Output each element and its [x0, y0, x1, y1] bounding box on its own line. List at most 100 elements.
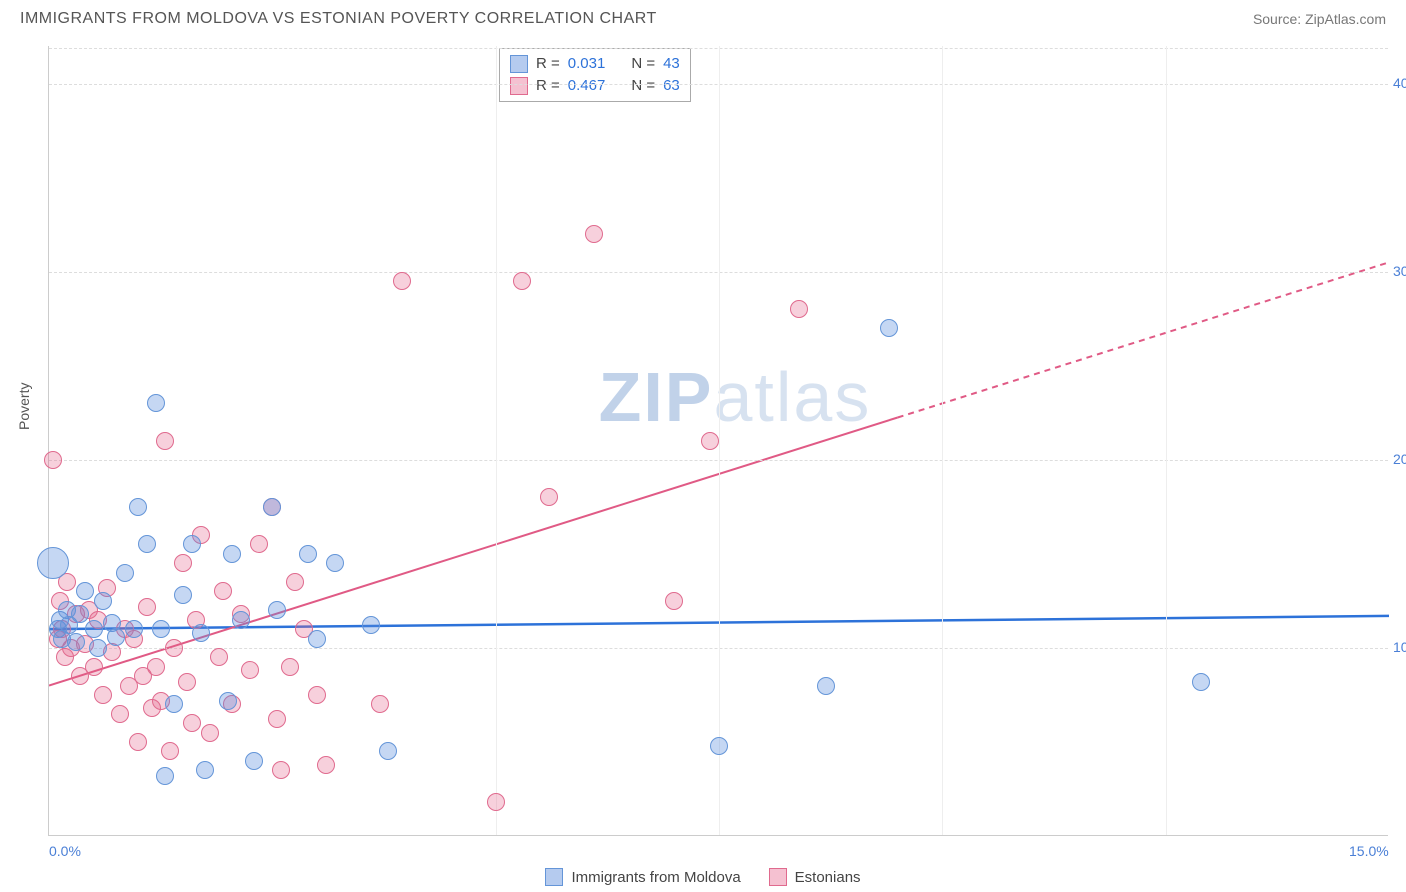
scatter-point [245, 752, 263, 770]
scatter-point [165, 639, 183, 657]
scatter-point [210, 648, 228, 666]
watermark-rest: atlas [714, 358, 872, 436]
y-tick-label: 40.0% [1393, 75, 1406, 91]
legend-correlation: R = 0.031 N = 43 R = 0.467 N = 63 [499, 48, 691, 102]
scatter-point [308, 686, 326, 704]
scatter-point [89, 639, 107, 657]
legend-label-blue: Immigrants from Moldova [571, 869, 740, 886]
y-tick-label: 30.0% [1393, 263, 1406, 279]
swatch-pink-icon [510, 77, 528, 95]
scatter-point [178, 673, 196, 691]
scatter-plot: ZIPatlas R = 0.031 N = 43 R = 0.467 N = … [48, 46, 1388, 836]
scatter-point [585, 225, 603, 243]
scatter-point [250, 535, 268, 553]
scatter-point [326, 554, 344, 572]
scatter-point [71, 605, 89, 623]
scatter-point [371, 695, 389, 713]
y-axis-label: Poverty [16, 383, 32, 430]
scatter-point [147, 394, 165, 412]
swatch-blue-icon [510, 55, 528, 73]
scatter-point [201, 724, 219, 742]
scatter-point [183, 535, 201, 553]
scatter-point [487, 793, 505, 811]
scatter-point [299, 545, 317, 563]
scatter-point [85, 658, 103, 676]
scatter-point [152, 620, 170, 638]
scatter-point [67, 633, 85, 651]
scatter-point [379, 742, 397, 760]
scatter-point [513, 272, 531, 290]
scatter-point [116, 564, 134, 582]
source-prefix: Source: [1253, 11, 1305, 27]
scatter-point [263, 498, 281, 516]
r-value-pink: 0.467 [568, 75, 606, 97]
swatch-blue-icon [545, 868, 563, 886]
y-tick-label: 20.0% [1393, 451, 1406, 467]
scatter-point [308, 630, 326, 648]
r-label: R = [536, 53, 560, 75]
scatter-point [223, 545, 241, 563]
legend-item-pink: Estonians [769, 868, 861, 886]
scatter-point [393, 272, 411, 290]
scatter-point [94, 686, 112, 704]
legend-series: Immigrants from Moldova Estonians [0, 868, 1406, 886]
chart-title: IMMIGRANTS FROM MOLDOVA VS ESTONIAN POVE… [20, 10, 657, 28]
scatter-point [37, 547, 69, 579]
scatter-point [156, 767, 174, 785]
scatter-point [268, 710, 286, 728]
scatter-point [272, 761, 290, 779]
scatter-point [165, 695, 183, 713]
legend-label-pink: Estonians [795, 869, 861, 886]
scatter-point [129, 733, 147, 751]
n-value-blue: 43 [663, 53, 680, 75]
scatter-point [790, 300, 808, 318]
scatter-point [317, 756, 335, 774]
scatter-point [94, 592, 112, 610]
gridline-v [719, 46, 720, 835]
scatter-point [156, 432, 174, 450]
swatch-pink-icon [769, 868, 787, 886]
scatter-point [540, 488, 558, 506]
scatter-point [174, 554, 192, 572]
x-tick-label: 15.0% [1349, 843, 1389, 859]
scatter-point [192, 624, 210, 642]
scatter-point [76, 582, 94, 600]
header-row: IMMIGRANTS FROM MOLDOVA VS ESTONIAN POVE… [0, 0, 1406, 34]
scatter-point [125, 620, 143, 638]
legend-row-blue: R = 0.031 N = 43 [510, 53, 680, 75]
legend-row-pink: R = 0.467 N = 63 [510, 75, 680, 97]
scatter-point [710, 737, 728, 755]
scatter-point [232, 611, 250, 629]
gridline-v [1166, 46, 1167, 835]
scatter-point [241, 661, 259, 679]
scatter-point [44, 451, 62, 469]
scatter-point [111, 705, 129, 723]
x-tick-label: 0.0% [49, 843, 81, 859]
scatter-point [129, 498, 147, 516]
n-label: N = [631, 75, 655, 97]
n-value-pink: 63 [663, 75, 680, 97]
scatter-point [147, 658, 165, 676]
scatter-point [362, 616, 380, 634]
scatter-point [161, 742, 179, 760]
gridline-v [496, 46, 497, 835]
watermark-bold: ZIP [599, 358, 714, 436]
y-tick-label: 10.0% [1393, 639, 1406, 655]
gridline-v [942, 46, 943, 835]
scatter-point [817, 677, 835, 695]
scatter-point [174, 586, 192, 604]
legend-item-blue: Immigrants from Moldova [545, 868, 740, 886]
scatter-point [1192, 673, 1210, 691]
scatter-point [107, 628, 125, 646]
source-name: ZipAtlas.com [1305, 11, 1386, 27]
scatter-point [196, 761, 214, 779]
scatter-point [286, 573, 304, 591]
scatter-point [138, 598, 156, 616]
source-attribution: Source: ZipAtlas.com [1253, 11, 1386, 27]
watermark: ZIPatlas [599, 357, 872, 437]
n-label: N = [631, 53, 655, 75]
scatter-point [219, 692, 237, 710]
scatter-point [268, 601, 286, 619]
scatter-point [214, 582, 232, 600]
r-label: R = [536, 75, 560, 97]
